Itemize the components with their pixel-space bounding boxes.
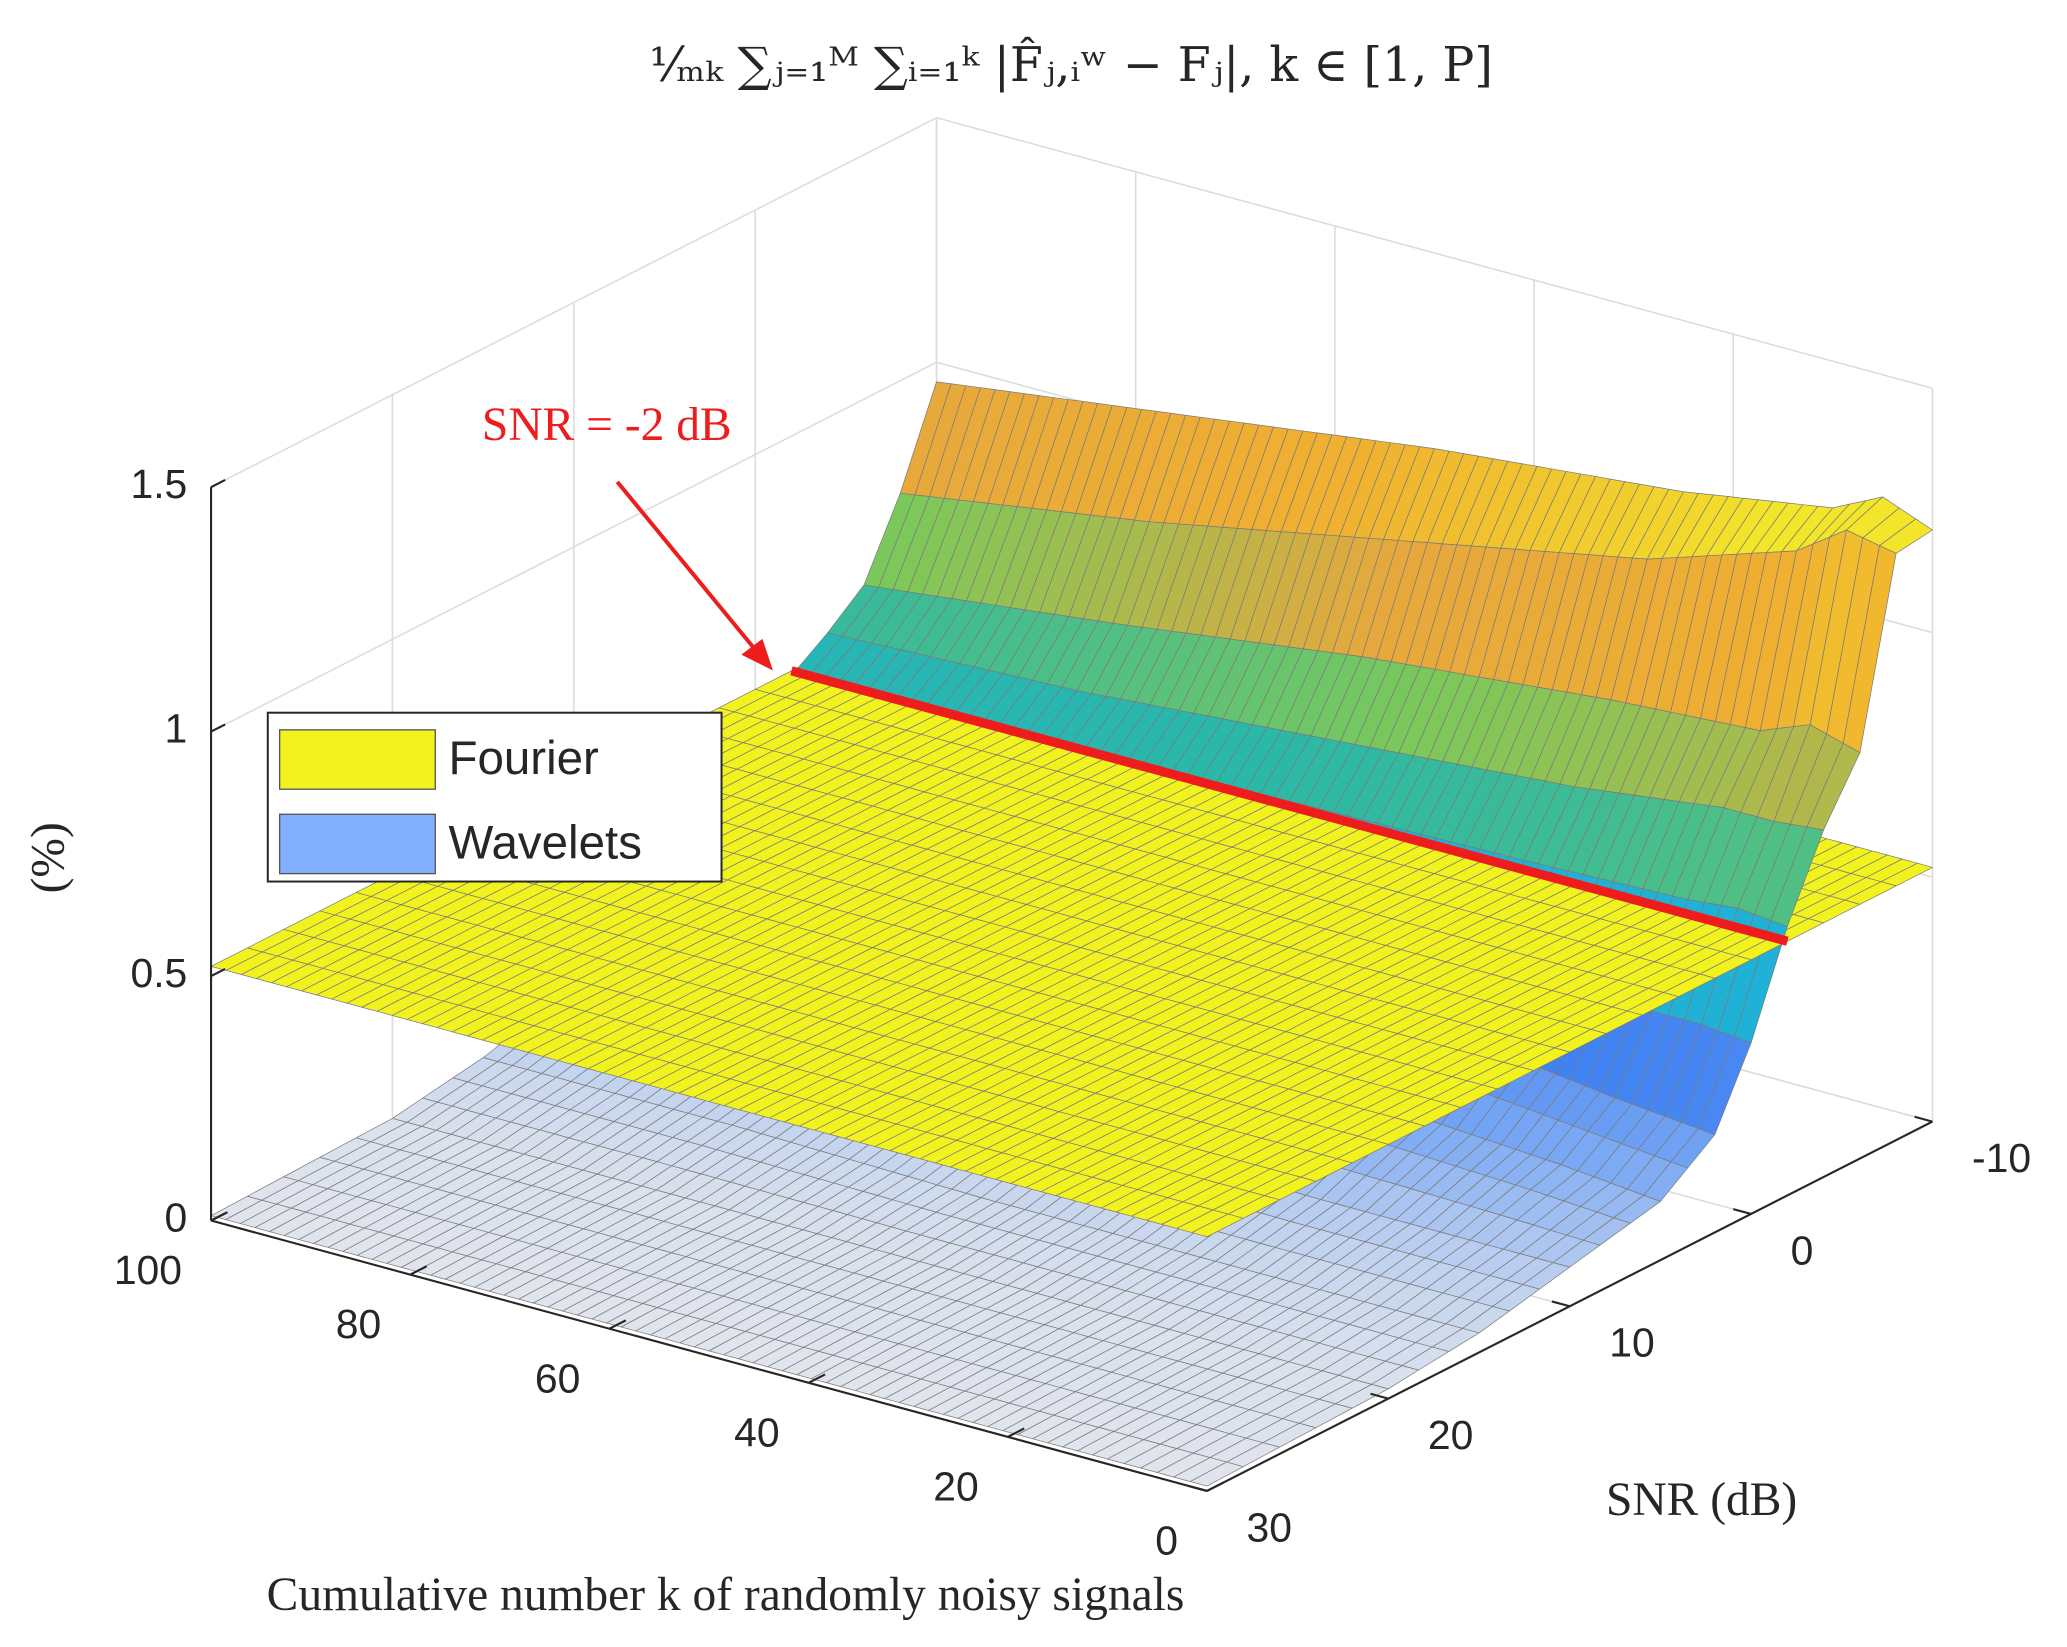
x-tick-label: 40 [734, 1409, 779, 1455]
y-axis-label: SNR (dB) [1606, 1474, 1797, 1526]
surfaces [210, 381, 1933, 1487]
axes-front: 0 0.5 1 1.5 0 20 40 60 80 100 -10 0 10 20 30 [114, 461, 2031, 1564]
y-tick [1551, 1300, 1570, 1308]
y-tick-label: -10 [1972, 1135, 2031, 1181]
legend-label: Fourier [448, 732, 599, 785]
legend: Fourier Wavelets [266, 711, 723, 883]
surface-patch [1879, 518, 1933, 554]
y-tick [1370, 1392, 1389, 1400]
legend-swatch [278, 813, 436, 875]
annotation: SNR = -2 dB [482, 399, 773, 671]
z-tick-label: 0 [165, 1194, 188, 1240]
y-tick [1914, 1115, 1933, 1123]
legend-swatch [278, 729, 436, 790]
z-axis-label: (%) [23, 822, 75, 893]
x-tick [608, 1319, 627, 1330]
surface-patch [1191, 1213, 1244, 1238]
z-tick [210, 723, 226, 733]
x-tick [1206, 1481, 1224, 1492]
x-tick [409, 1265, 428, 1276]
z-tick [210, 967, 226, 978]
x-tick [1007, 1427, 1025, 1438]
x-axis-label: Cumulative number k of randomly noisy si… [267, 1569, 1185, 1621]
y-tick-label: 30 [1247, 1504, 1292, 1550]
annotation-arrow [615, 480, 759, 654]
x-tick-label: 20 [933, 1463, 978, 1509]
annotation-text: SNR = -2 dB [482, 399, 732, 451]
y-tick [1188, 1485, 1208, 1492]
z-tick-label: 0.5 [130, 950, 187, 996]
y-tick-label: 10 [1609, 1320, 1654, 1366]
legend-label: Wavelets [448, 816, 641, 869]
x-tick [210, 1211, 228, 1222]
annotation-arrowhead [741, 638, 773, 671]
x-axis-line [210, 1219, 1208, 1492]
y-tick [1732, 1208, 1752, 1215]
highlight-line [790, 666, 1789, 946]
x-tick-label: 60 [535, 1355, 580, 1401]
grid-line [936, 117, 1933, 389]
x-tick-label: 80 [336, 1301, 381, 1347]
x-tick-label: 100 [114, 1247, 182, 1293]
z-tick [210, 479, 226, 489]
surface-patch [1189, 1461, 1244, 1487]
y-tick-label: 20 [1428, 1412, 1473, 1458]
z-tick-label: 1 [165, 705, 188, 751]
z-tick-label: 1.5 [130, 461, 187, 507]
x-tick-label: 0 [1155, 1518, 1178, 1564]
x-tick [808, 1373, 826, 1384]
chart-title: ¹⁄ₘₖ ∑ⱼ₌₁ᴹ ∑ᵢ₌₁ᵏ |F̂ⱼ,ᵢʷ − Fⱼ|, k ∈ [1, … [649, 37, 1493, 93]
y-tick-label: 0 [1791, 1227, 1814, 1273]
